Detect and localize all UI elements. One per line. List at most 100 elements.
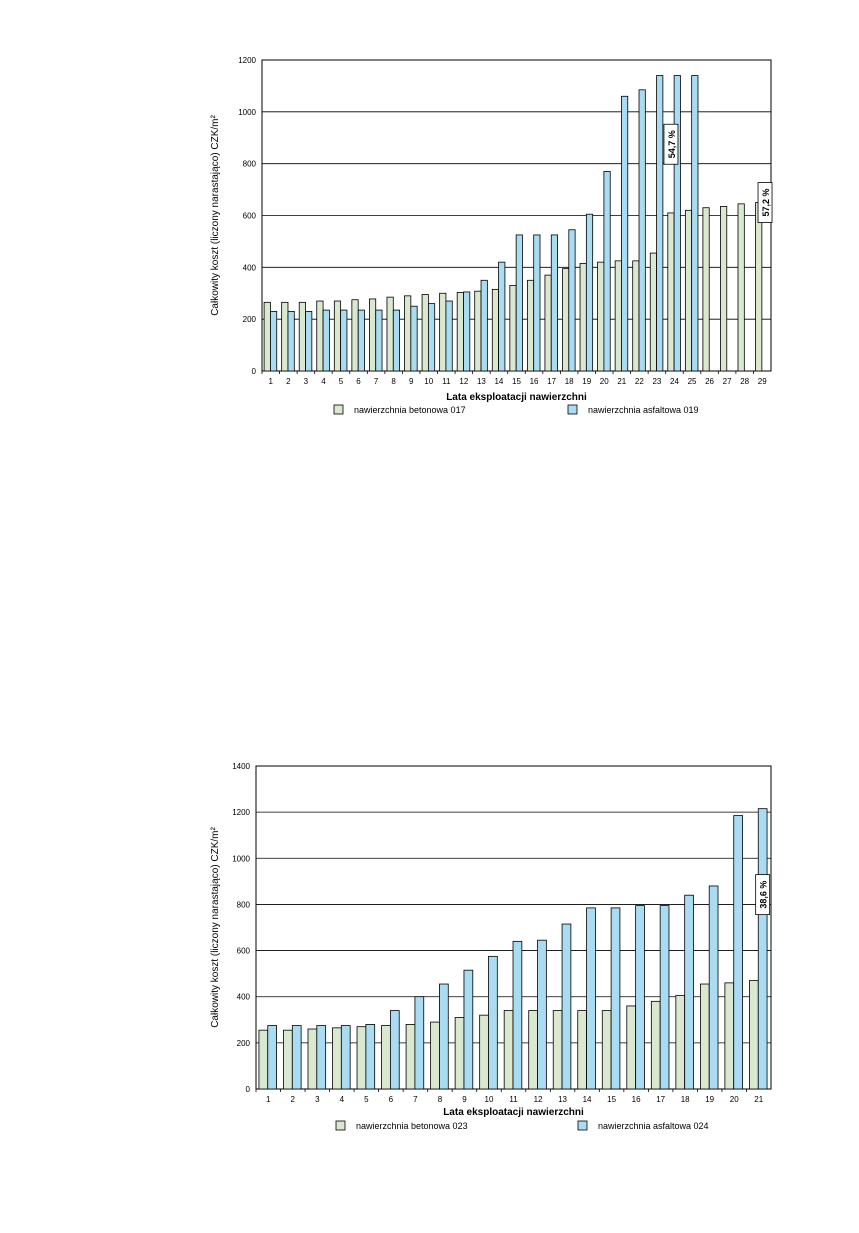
x-tick-label: 14 xyxy=(494,377,503,386)
legend-swatch xyxy=(567,404,578,415)
y-tick-label: 0 xyxy=(252,367,257,376)
x-tick-label: 7 xyxy=(413,1095,418,1104)
bar-concrete xyxy=(307,1028,318,1090)
bar-concrete xyxy=(684,209,693,372)
y-tick-label: 800 xyxy=(243,160,257,169)
bar-asphalt xyxy=(498,261,506,372)
bar-concrete xyxy=(614,260,622,372)
bar-concrete xyxy=(439,292,447,372)
bar-asphalt xyxy=(357,309,365,372)
annotation-box xyxy=(757,182,773,223)
bar-asphalt xyxy=(537,939,547,1090)
x-tick-label: 3 xyxy=(304,377,309,386)
legend-swatch xyxy=(577,1120,588,1131)
bar-concrete xyxy=(316,300,324,372)
x-tick-label: 26 xyxy=(705,377,714,386)
y-tick-label: 1000 xyxy=(232,854,250,863)
bar-concrete xyxy=(579,263,587,372)
bar-concrete xyxy=(552,1010,563,1090)
bar-concrete xyxy=(298,301,306,372)
bar-asphalt xyxy=(512,940,523,1090)
y-tick-label: 600 xyxy=(237,947,251,956)
x-tick-label: 27 xyxy=(723,377,732,386)
x-tick-label: 19 xyxy=(582,377,591,386)
bar-asphalt xyxy=(550,234,558,372)
x-tick-label: 6 xyxy=(356,377,361,386)
chart-maintenance-cost-023-024: 0 200 400 600 800 1000 1200 1400 1 2 3 4 5 6 7 8 9 10 11 12… xyxy=(0,748,859,1158)
y-tick-label: 400 xyxy=(243,263,257,272)
x-tick-label: 12 xyxy=(534,1095,543,1104)
bar-asphalt xyxy=(287,310,295,372)
x-tick-label: 20 xyxy=(730,1095,739,1104)
bar-asphalt xyxy=(488,955,498,1090)
bar-asphalt xyxy=(392,309,401,372)
x-tick-label: 6 xyxy=(389,1095,394,1104)
x-tick-label: 29 xyxy=(758,377,767,386)
x-tick-label: 4 xyxy=(321,377,326,386)
x-tick-label: 13 xyxy=(477,377,486,386)
bar-asphalt xyxy=(561,923,572,1090)
chart-maintenance-cost-017-019: 0 200 400 600 800 1000 1200 1 2 3 4 5 6 7 8 9 10 11 12 13 14… xyxy=(0,40,859,440)
annotation-label: 38,6 % xyxy=(759,881,769,909)
bar-asphalt xyxy=(445,300,453,372)
bar-concrete xyxy=(456,292,464,372)
x-tick-label: 12 xyxy=(459,377,468,386)
bar-asphalt xyxy=(267,1025,277,1090)
bar-asphalt xyxy=(568,229,576,372)
x-tick-label: 22 xyxy=(635,377,644,386)
x-tick-label: 4 xyxy=(340,1095,345,1104)
x-tick-label: 16 xyxy=(530,377,539,386)
annotation: 38,6 % xyxy=(755,874,771,916)
x-tick-label: 17 xyxy=(656,1095,665,1104)
bar-concrete xyxy=(699,983,710,1090)
bar-asphalt xyxy=(635,905,645,1090)
x-tick-label: 19 xyxy=(705,1095,714,1104)
bar-concrete xyxy=(421,294,429,372)
bar-concrete xyxy=(356,1026,367,1090)
bar-concrete xyxy=(333,300,342,372)
bar-asphalt xyxy=(322,309,330,372)
bar-asphalt xyxy=(365,1023,376,1090)
bar-concrete xyxy=(479,1014,489,1090)
bar-concrete xyxy=(755,202,763,372)
x-tick-label: 16 xyxy=(632,1095,641,1104)
bar-concrete xyxy=(351,299,359,372)
bar-asphalt xyxy=(684,894,694,1090)
bar-concrete xyxy=(544,274,552,372)
bar-asphalt xyxy=(621,95,629,372)
y-tick-label: 200 xyxy=(237,1039,251,1048)
bar-concrete xyxy=(283,1029,293,1090)
x-tick-label: 1 xyxy=(266,1095,271,1104)
x-tick-label: 14 xyxy=(583,1095,592,1104)
x-tick-label: 5 xyxy=(339,377,344,386)
bar-concrete xyxy=(281,301,289,372)
bar-asphalt xyxy=(586,907,596,1090)
y-tick-label: 800 xyxy=(237,900,251,909)
x-tick-label: 21 xyxy=(754,1095,763,1104)
bar-concrete xyxy=(577,1010,587,1090)
bar-concrete xyxy=(737,203,745,372)
y-tick-label: 0 xyxy=(246,1085,251,1094)
x-tick-label: 9 xyxy=(409,377,414,386)
bar-concrete xyxy=(454,1017,465,1090)
y-axis-title: Całkowity koszt (liczony narastająco) CZ… xyxy=(210,115,221,316)
x-tick-label: 2 xyxy=(286,377,291,386)
bar-asphalt xyxy=(270,310,278,372)
bar-asphalt xyxy=(340,309,348,372)
x-tick-label: 23 xyxy=(652,377,661,386)
x-tick-label: 15 xyxy=(607,1095,616,1104)
bar-asphalt xyxy=(463,291,471,372)
bar-concrete xyxy=(386,296,394,372)
bar-concrete xyxy=(491,288,499,372)
y-tick-label: 600 xyxy=(243,212,257,221)
y-tick-label: 1200 xyxy=(238,56,256,65)
bar-concrete xyxy=(263,301,271,372)
x-tick-label: 3 xyxy=(315,1095,320,1104)
bar-concrete xyxy=(675,995,686,1090)
x-tick-label: 9 xyxy=(462,1095,467,1104)
bar-asphalt xyxy=(533,234,541,372)
x-tick-label: 13 xyxy=(558,1095,567,1104)
x-tick-label: 5 xyxy=(364,1095,369,1104)
